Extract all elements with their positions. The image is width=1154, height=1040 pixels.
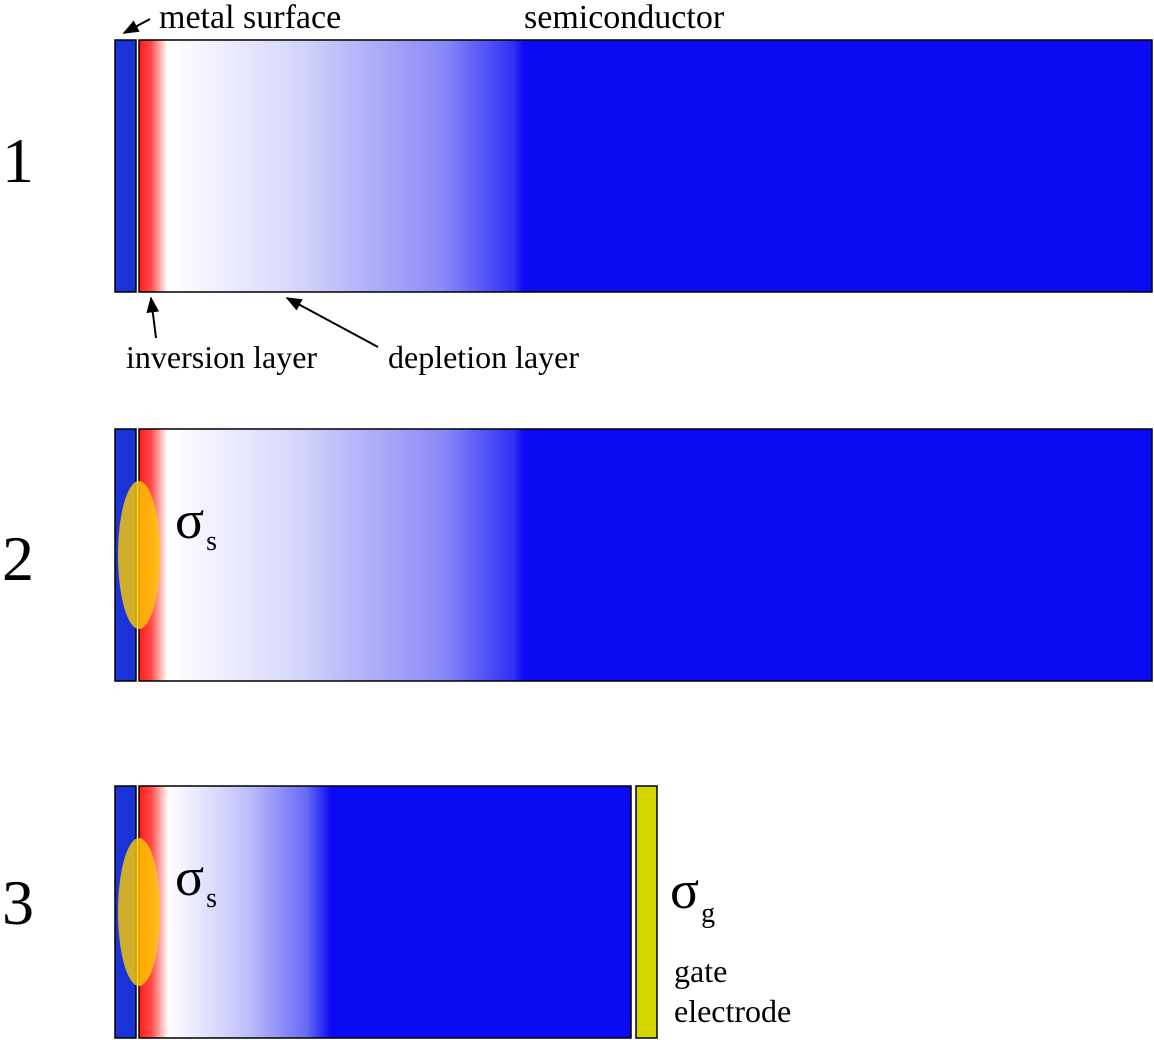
metal-surface-label: metal surface [159,0,341,36]
gate-electrode-label-line1: gate [674,953,727,989]
semiconductor-label: semiconductor [524,0,725,36]
gate-electrode-label-line2: electrode [674,993,791,1029]
gate-electrode [635,785,658,1039]
semiconductor-body [138,785,632,1039]
panel-2: 2 σs [2,428,1153,682]
panel-number-2: 2 [2,523,34,594]
panel-3: 3 σs σg gate electrode [2,785,791,1039]
depletion-layer-arrow [285,297,379,348]
panel-1: 1 metal surface semiconductor inversion … [2,0,1153,375]
surface-charge-symbol: σs [175,847,217,914]
depletion-layer-label: depletion layer [388,339,579,375]
panel-number-3: 3 [2,867,34,938]
surface-charge-ellipse [118,838,160,986]
gate-charge-symbol: σg [670,860,715,929]
surface-charge-ellipse [118,481,160,629]
inversion-layer-arrow [146,296,160,339]
metal-surface-arrow [122,18,151,34]
semiconductor-body [138,39,1153,293]
semiconductor-body [138,428,1153,682]
inversion-layer-label: inversion layer [126,339,317,375]
panel-number-1: 1 [2,125,34,196]
metal-layer [114,39,137,293]
surface-charge-symbol: σs [175,490,217,557]
